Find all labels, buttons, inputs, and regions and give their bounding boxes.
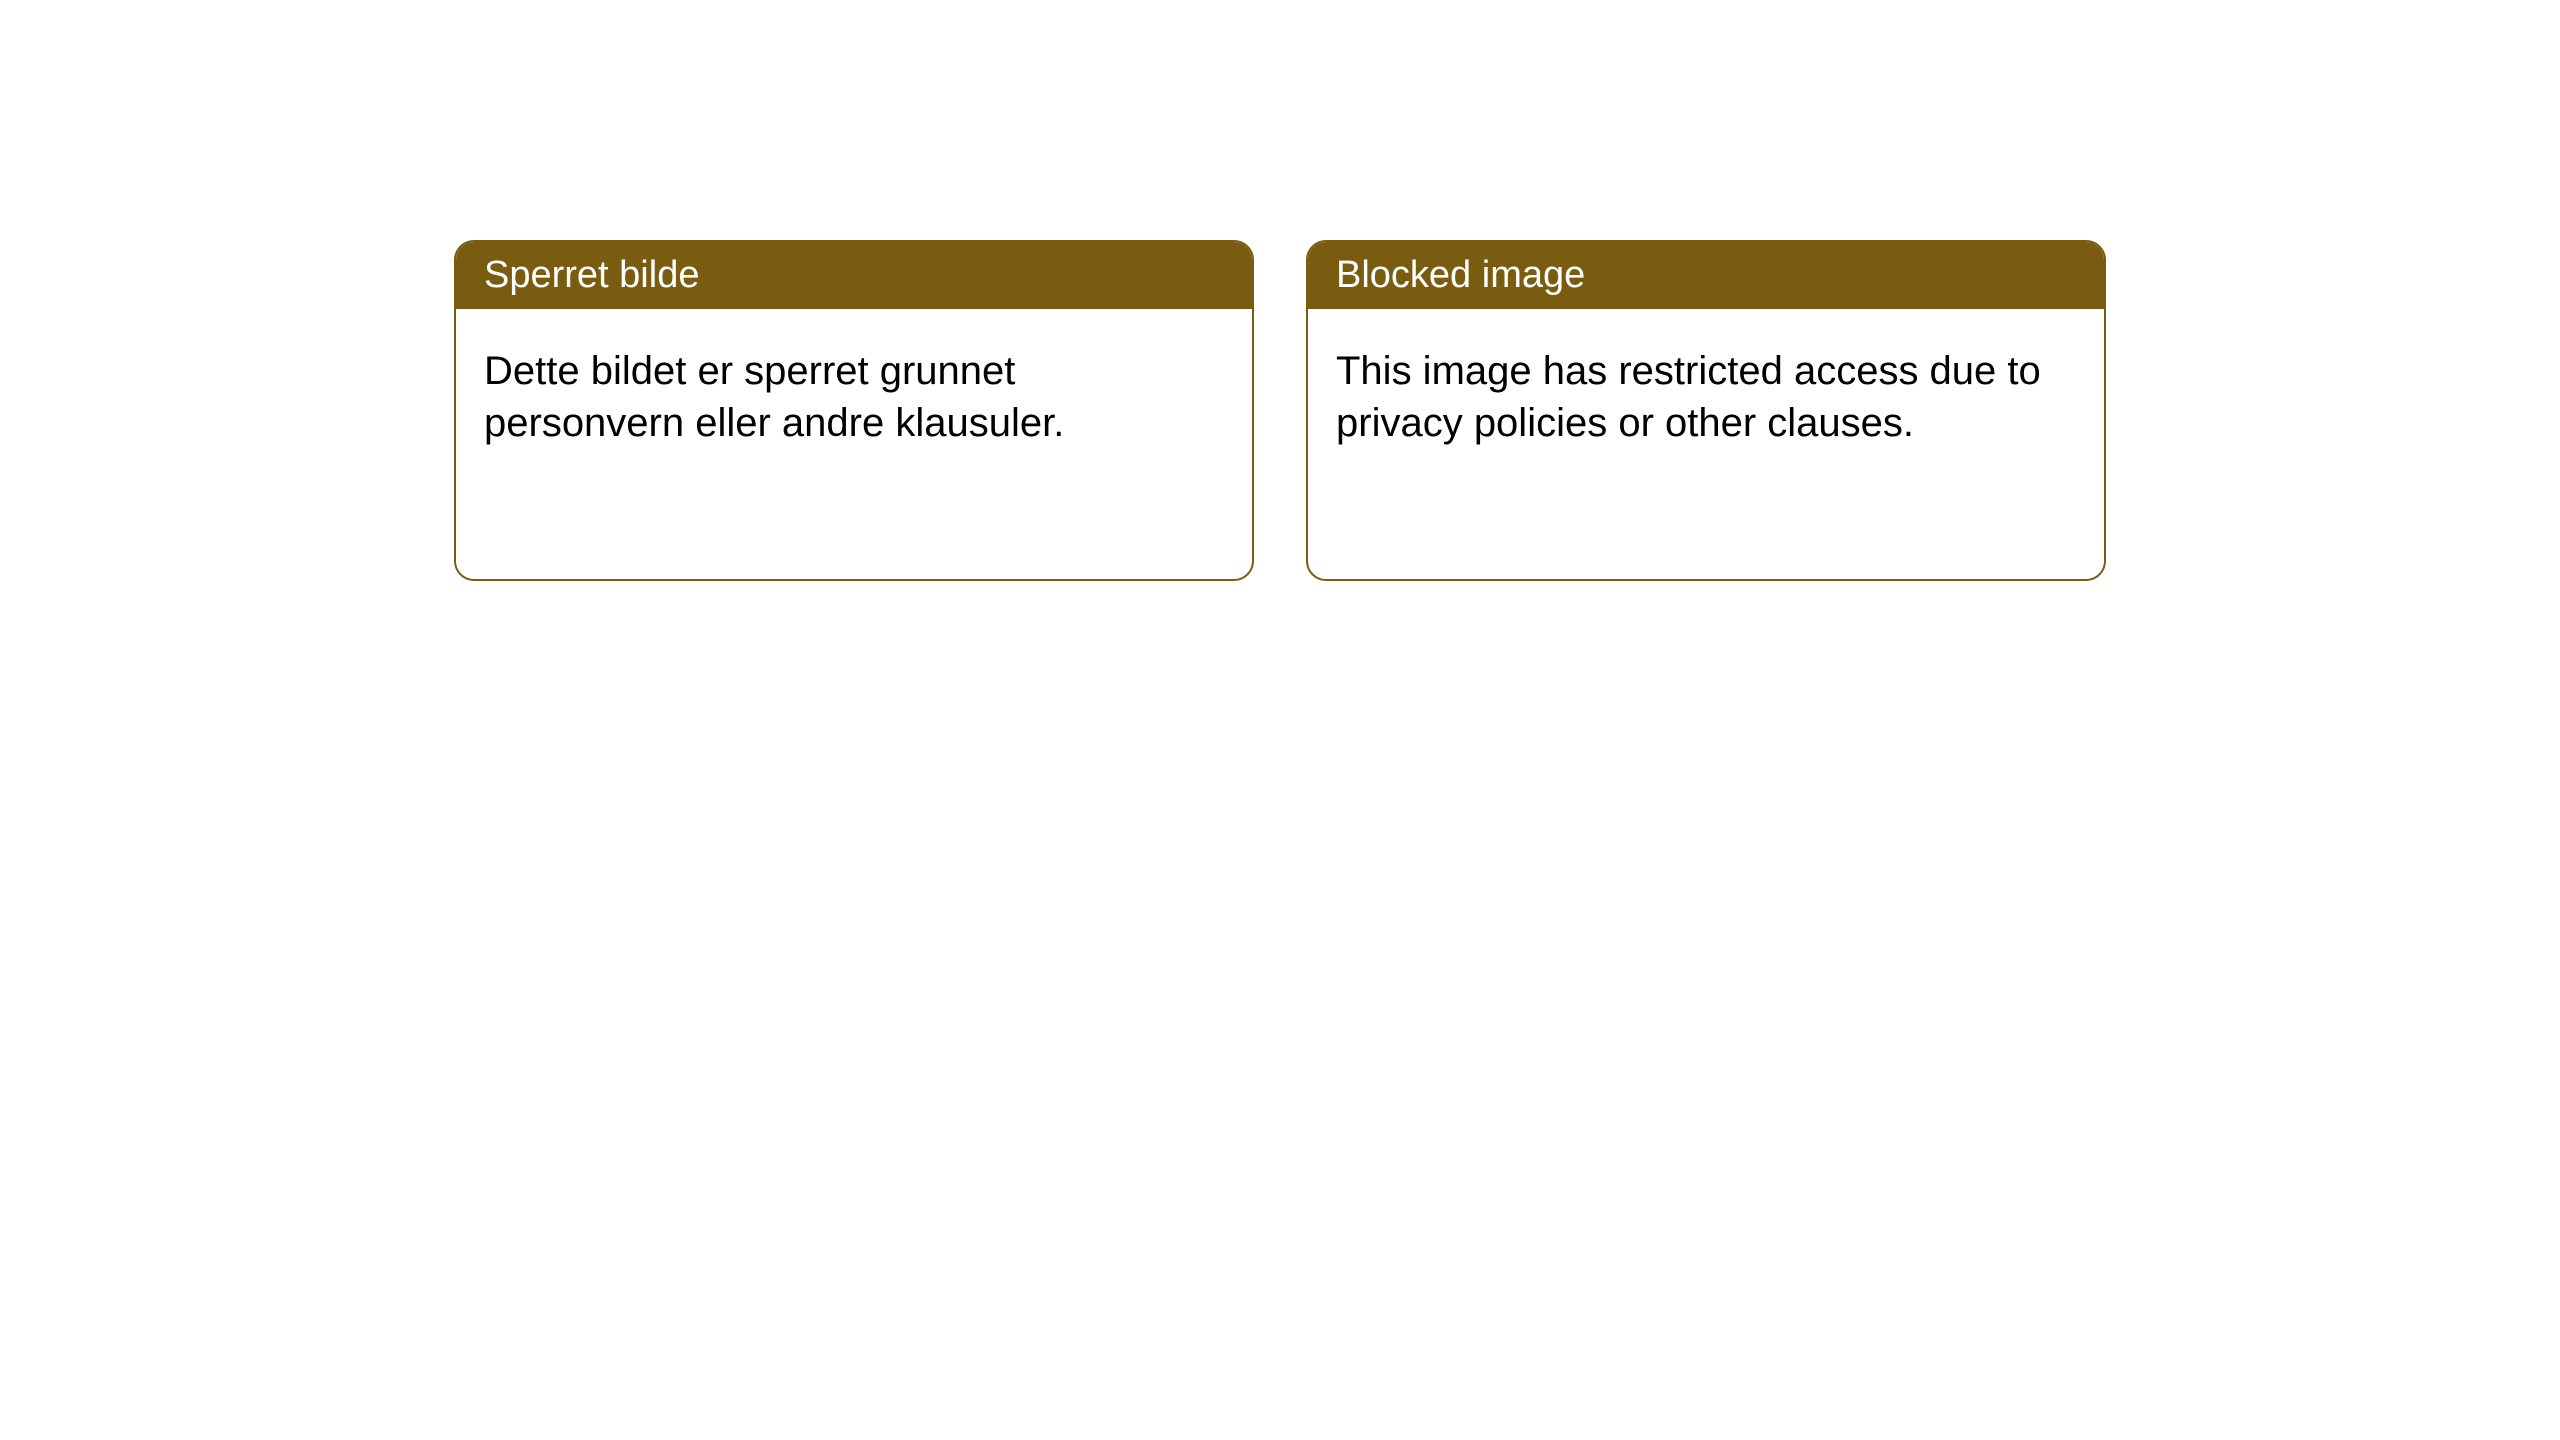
card-norwegian: Sperret bilde Dette bildet er sperret gr… bbox=[454, 240, 1254, 581]
card-header-norwegian: Sperret bilde bbox=[456, 242, 1252, 309]
card-english: Blocked image This image has restricted … bbox=[1306, 240, 2106, 581]
cards-container: Sperret bilde Dette bildet er sperret gr… bbox=[454, 240, 2106, 581]
card-body-norwegian: Dette bildet er sperret grunnet personve… bbox=[456, 309, 1252, 579]
card-body-english: This image has restricted access due to … bbox=[1308, 309, 2104, 579]
card-header-english: Blocked image bbox=[1308, 242, 2104, 309]
